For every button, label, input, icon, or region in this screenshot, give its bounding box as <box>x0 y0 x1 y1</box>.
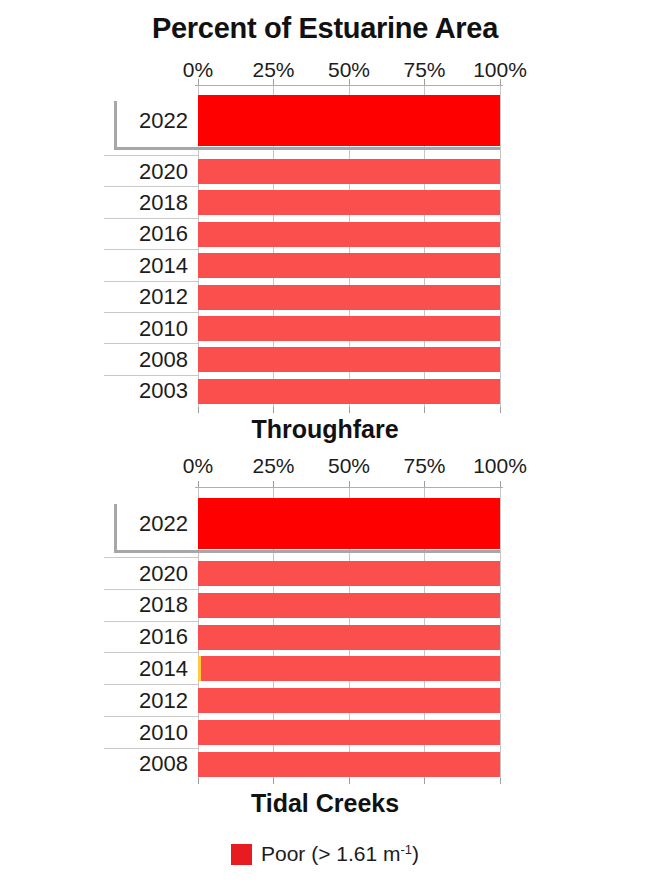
bar-poor-2016 <box>198 625 500 650</box>
row-separator <box>104 312 198 313</box>
category-label: 2012 <box>60 284 188 310</box>
chart-subtitle-tidal-creeks: Tidal Creeks <box>0 787 650 819</box>
bar-poor-2010 <box>198 316 500 341</box>
category-label: 2018 <box>60 190 188 216</box>
axis-tick <box>500 407 501 413</box>
axis-tick <box>273 407 274 413</box>
row-separator <box>104 343 198 344</box>
bar-poor-2018 <box>198 190 500 215</box>
row-separator <box>104 218 198 219</box>
row-separator <box>104 621 198 622</box>
bar-poor-2003 <box>198 379 500 404</box>
axis-tick <box>198 778 199 784</box>
axis-line <box>195 85 503 86</box>
category-label: 2003 <box>60 378 188 404</box>
legend-label-superscript: -1 <box>400 842 412 857</box>
axis-tick <box>424 407 425 413</box>
row-separator <box>104 557 198 558</box>
bar-poor-2008 <box>198 752 500 777</box>
category-label: 2020 <box>60 561 188 587</box>
category-label: 2016 <box>60 221 188 247</box>
bar-poor-2012 <box>198 688 500 713</box>
bar-poor-2020 <box>198 159 500 184</box>
category-label: 2016 <box>60 624 188 650</box>
axis-tick-label: 0% <box>158 453 238 479</box>
bar-poor-2016 <box>198 222 500 247</box>
category-label: 2014 <box>60 253 188 279</box>
category-label: 2010 <box>60 720 188 746</box>
category-label: 2012 <box>60 688 188 714</box>
category-label: 2008 <box>60 347 188 373</box>
legend-label-text: Poor (> 1.61 m <box>261 842 400 865</box>
row-separator <box>104 281 198 282</box>
category-label: 2014 <box>60 656 188 682</box>
axis-tick-label: 75% <box>385 453 465 479</box>
bar-poor-2014 <box>198 253 500 278</box>
axis-line <box>195 487 503 488</box>
row-separator <box>104 748 198 749</box>
chart-throughfare: Throughfare 0%25%50%75%100%2022202020182… <box>0 55 650 451</box>
row-separator <box>104 186 198 187</box>
row-separator <box>104 375 198 376</box>
row-separator <box>104 652 198 653</box>
category-label: 2022 <box>60 511 188 537</box>
category-label: 2010 <box>60 316 188 342</box>
legend-poor-swatch <box>231 844 252 865</box>
category-label: 2022 <box>60 108 188 134</box>
legend: Poor (> 1.61 m-1) <box>0 836 650 872</box>
axis-tick <box>349 778 350 784</box>
highlight-underline <box>114 147 500 150</box>
highlight-underline <box>114 550 500 553</box>
bar-poor-2022 <box>198 95 500 146</box>
axis-tick-label: 100% <box>460 453 540 479</box>
bar-poor-2010 <box>198 720 500 745</box>
chart-subtitle-throughfare: Throughfare <box>0 413 650 445</box>
axis-tick <box>500 778 501 784</box>
axis-tick-label: 25% <box>234 453 314 479</box>
chart-tidal-creeks: Tidal Creeks 0%25%50%75%100% 2022 2020 2018… <box>0 451 650 838</box>
legend-label-close: ) <box>412 842 419 865</box>
category-label: 2018 <box>60 592 188 618</box>
bar-poor-2018 <box>198 593 500 618</box>
axis-tick <box>273 778 274 784</box>
axis-tick-label: 50% <box>309 453 389 479</box>
legend-poor-label: Poor (> 1.61 m-1) <box>261 842 419 866</box>
category-label: 2008 <box>60 751 188 777</box>
row-separator <box>104 589 198 590</box>
estuarine-area-figure: Percent of Estuarine Area Throughfare 0%… <box>0 0 650 884</box>
row-separator <box>104 155 198 156</box>
row-separator <box>104 684 198 685</box>
category-label: 2020 <box>60 159 188 185</box>
row-separator <box>104 249 198 250</box>
axis-tick <box>349 407 350 413</box>
row-separator <box>104 716 198 717</box>
figure-title: Percent of Estuarine Area <box>0 12 650 45</box>
bar-poor-2014 <box>201 656 500 681</box>
bar-poor-2012 <box>198 285 500 310</box>
bar-poor-2008 <box>198 347 500 372</box>
axis-tick <box>424 778 425 784</box>
bar-poor-2022 <box>198 498 500 549</box>
axis-tick <box>198 407 199 413</box>
bar-poor-2020 <box>198 561 500 586</box>
